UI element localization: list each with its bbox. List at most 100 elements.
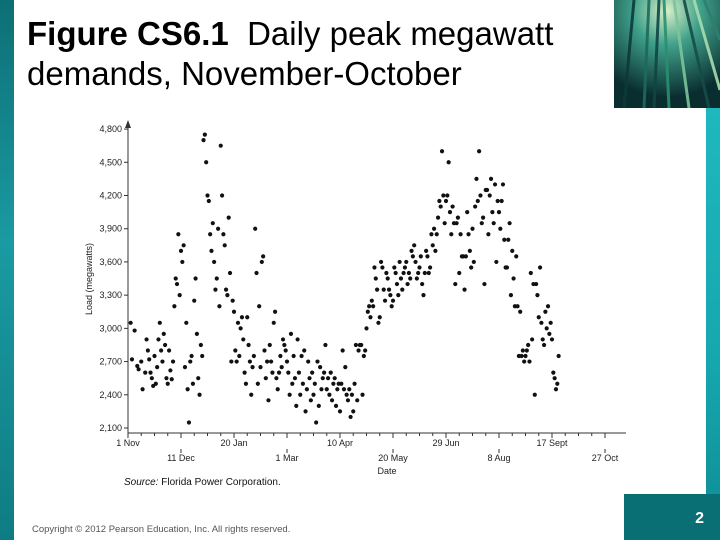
- data-point: [405, 281, 410, 287]
- data-point: [443, 198, 449, 204]
- data-point: [466, 232, 471, 237]
- data-point: [344, 392, 349, 397]
- data-point: [410, 254, 415, 259]
- data-point: [406, 270, 411, 276]
- data-point: [345, 398, 351, 403]
- data-point: [259, 259, 264, 265]
- data-point: [166, 348, 172, 353]
- data-point: [245, 315, 250, 320]
- data-point: [168, 368, 173, 373]
- data-point: [404, 259, 409, 265]
- data-point: [474, 176, 479, 181]
- data-point: [295, 337, 300, 342]
- data-point: [492, 182, 498, 187]
- data-point: [394, 281, 400, 287]
- data-point: [457, 270, 462, 276]
- data-point: [263, 376, 268, 381]
- data-point: [197, 392, 202, 397]
- data-point: [398, 276, 404, 281]
- data-point: [136, 367, 141, 372]
- data-point: [385, 276, 390, 281]
- data-point: [446, 160, 451, 165]
- y-tick-label: 3,900: [99, 224, 122, 234]
- page-number: 2: [695, 510, 704, 527]
- data-point: [144, 337, 149, 342]
- data-point: [495, 198, 500, 204]
- data-point: [194, 331, 199, 336]
- data-point: [496, 210, 502, 215]
- data-point: [519, 353, 524, 359]
- data-point: [143, 370, 148, 375]
- data-point: [518, 309, 523, 314]
- data-point: [206, 198, 211, 204]
- data-point: [251, 353, 256, 359]
- data-point: [174, 281, 180, 287]
- data-point: [229, 359, 234, 364]
- data-point: [544, 326, 549, 331]
- source-label: Source:: [124, 477, 159, 488]
- data-point: [445, 193, 450, 198]
- data-point: [157, 320, 162, 325]
- data-point: [372, 265, 377, 270]
- data-point: [511, 276, 516, 281]
- data-point: [490, 210, 495, 215]
- data-point: [414, 276, 419, 281]
- data-point: [250, 365, 255, 370]
- data-point: [193, 276, 198, 281]
- data-point: [331, 381, 336, 386]
- data-point: [316, 403, 321, 408]
- data-point: [178, 248, 184, 253]
- data-point: [298, 392, 303, 397]
- data-point: [271, 320, 276, 325]
- data-point: [348, 414, 353, 420]
- data-point: [302, 348, 307, 353]
- right-accent-bar: [706, 108, 720, 540]
- y-tick-label: 3,600: [99, 257, 122, 267]
- data-point: [454, 221, 459, 226]
- data-point: [225, 293, 230, 298]
- data-point: [435, 215, 441, 220]
- data-point: [170, 359, 176, 364]
- data-point: [221, 232, 226, 237]
- data-point: [378, 259, 384, 265]
- data-point: [347, 387, 352, 392]
- data-point: [420, 281, 425, 287]
- data-point: [181, 243, 186, 248]
- data-point: [500, 182, 506, 187]
- data-point: [416, 270, 421, 276]
- data-point: [376, 320, 381, 325]
- data-point: [439, 149, 445, 154]
- data-point: [139, 359, 144, 364]
- corner-fiber-image: [614, 0, 720, 108]
- data-point: [481, 215, 486, 220]
- data-point: [242, 370, 247, 375]
- data-point: [299, 353, 304, 359]
- data-point: [314, 420, 319, 425]
- data-point: [371, 304, 376, 309]
- data-point: [412, 243, 417, 248]
- data-point: [192, 298, 197, 303]
- data-point: [360, 392, 365, 397]
- data-point: [349, 392, 355, 397]
- y-axis-arrow: [125, 120, 131, 128]
- x-tick-label: 1 Mar: [275, 453, 298, 463]
- data-point: [282, 342, 287, 348]
- data-point: [213, 287, 218, 292]
- source-note: Source: Florida Power Corporation.: [124, 477, 281, 488]
- data-point: [390, 298, 396, 303]
- data-point: [323, 342, 328, 348]
- data-point: [381, 287, 386, 292]
- data-point: [319, 387, 324, 392]
- data-point: [254, 270, 259, 276]
- y-tick-label: 2,100: [99, 423, 122, 433]
- x-axis-title: Date: [377, 466, 396, 476]
- data-point: [429, 232, 434, 237]
- data-point: [540, 337, 545, 342]
- data-point: [522, 359, 527, 364]
- data-point: [182, 365, 188, 370]
- data-point: [246, 342, 251, 348]
- data-point: [287, 392, 292, 397]
- data-point: [548, 320, 553, 325]
- data-point: [247, 359, 252, 364]
- data-point: [216, 226, 221, 231]
